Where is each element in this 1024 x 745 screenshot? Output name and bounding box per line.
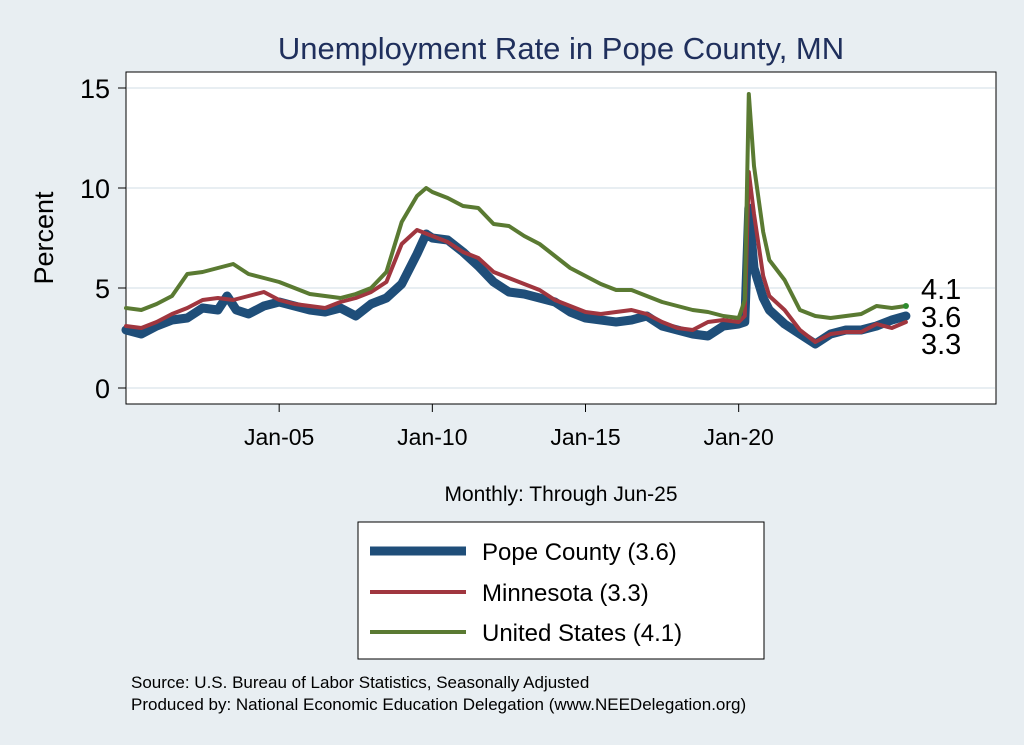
source-line-1: Source: U.S. Bureau of Labor Statistics,… — [131, 673, 589, 692]
x-tick-label-Jan-15: Jan-15 — [550, 424, 620, 450]
end-labels: 4.1 3.6 3.3 — [921, 274, 961, 361]
y-tick-label-10: 10 — [80, 174, 110, 204]
end-label-pope: 3.6 — [921, 302, 961, 334]
y-axis-label: Percent — [29, 191, 59, 285]
series-line-united-states — [124, 92, 908, 320]
chart-title: Unemployment Rate in Pope County, MN — [278, 31, 844, 66]
series-line-minnesota — [124, 170, 908, 344]
end-label-us: 4.1 — [921, 274, 961, 306]
legend-label-us: United States (4.1) — [482, 620, 682, 647]
end-label-mn: 3.3 — [921, 329, 961, 361]
y-axis: 0 5 10 15 — [80, 74, 126, 404]
legend: Pope County (3.6) Minnesota (3.3) United… — [357, 521, 765, 660]
x-axis-note: Monthly: Through Jun-25 — [444, 483, 677, 506]
y-tick-label-5: 5 — [95, 274, 110, 304]
x-tick-label-Jan-10: Jan-10 — [397, 424, 467, 450]
series-lines — [121, 92, 911, 349]
series-end-marker-united-states — [902, 303, 909, 309]
gridlines — [127, 87, 995, 389]
legend-label-pope: Pope County (3.6) — [482, 539, 677, 566]
source-line-2: Produced by: National Economic Education… — [131, 695, 746, 714]
plot-area — [125, 71, 997, 405]
series-line-pope-county — [121, 203, 911, 349]
legend-label-mn: Minnesota (3.3) — [482, 580, 649, 607]
y-tick-label-15: 15 — [80, 74, 110, 104]
x-axis: Jan-05 Jan-10 Jan-15 Jan-20 — [244, 404, 774, 450]
x-tick-label-Jan-05: Jan-05 — [244, 424, 314, 450]
y-tick-label-0: 0 — [95, 374, 110, 404]
x-tick-label-Jan-20: Jan-20 — [704, 424, 774, 450]
